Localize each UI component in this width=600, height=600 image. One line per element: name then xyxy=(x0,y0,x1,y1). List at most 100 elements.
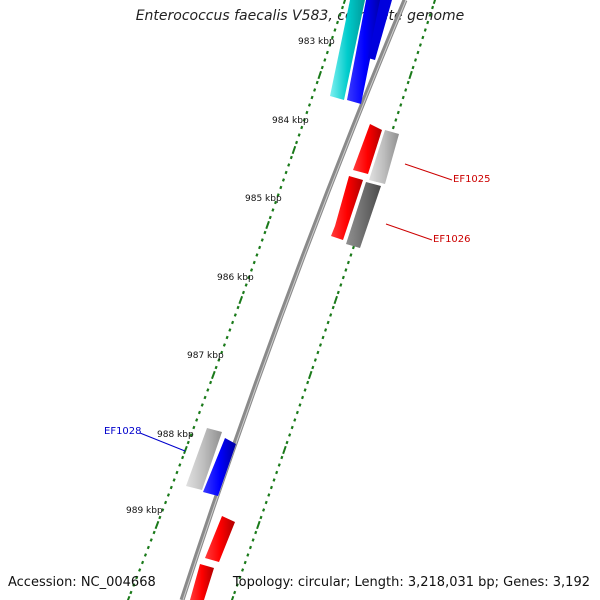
tick-mark xyxy=(277,463,281,467)
tick-mark xyxy=(164,500,168,505)
tick-mark xyxy=(335,20,339,25)
tick-mark xyxy=(256,520,261,530)
gene-red-ef1026a[interactable] xyxy=(331,176,363,240)
tick-mark xyxy=(316,350,320,355)
tick-mark xyxy=(394,118,398,122)
tick-mark xyxy=(138,568,142,572)
tick-mark xyxy=(262,508,266,512)
tick-mark xyxy=(285,440,289,445)
tick-mark xyxy=(175,470,179,475)
tick-mark xyxy=(282,445,287,455)
tick-mark xyxy=(305,110,309,115)
tick-mark xyxy=(267,493,271,497)
tick-mark xyxy=(396,110,400,115)
tick-mark xyxy=(306,380,310,385)
tick-mark xyxy=(236,305,240,310)
tick-mark xyxy=(181,455,185,460)
tick-mark xyxy=(293,418,297,422)
gene-red-bottom-1[interactable] xyxy=(205,516,235,562)
tick-label-984: 984 kbp xyxy=(272,116,309,126)
tick-mark xyxy=(269,485,273,490)
tick-mark xyxy=(290,425,294,430)
tick-mark xyxy=(259,515,263,520)
tick-label-985: 985 kbp xyxy=(245,194,282,204)
tick-mark xyxy=(244,283,248,287)
tick-mark xyxy=(241,568,245,572)
tick-mark xyxy=(279,185,283,190)
tick-mark xyxy=(183,445,188,455)
tick-mark xyxy=(214,365,218,370)
tick-mark xyxy=(158,515,162,520)
tick-mark xyxy=(339,283,343,287)
tick-mark xyxy=(431,5,435,10)
tick-mark xyxy=(272,478,276,482)
tick-mark xyxy=(297,133,301,137)
tick-mark xyxy=(399,103,403,107)
tick-mark xyxy=(161,508,165,512)
gene-red-bottom-2[interactable] xyxy=(190,564,214,600)
tick-mark xyxy=(401,95,405,100)
tick-mark xyxy=(342,0,347,5)
tick-mark xyxy=(263,230,267,235)
tick-mark xyxy=(413,58,418,62)
tick-mark xyxy=(318,343,322,347)
tick-mark xyxy=(300,125,304,130)
gene-label-ef1026[interactable]: EF1026 xyxy=(433,234,471,245)
tick-mark xyxy=(317,70,322,80)
tick-mark xyxy=(331,305,335,310)
gene-label-ef1025[interactable]: EF1025 xyxy=(453,174,491,185)
tick-mark xyxy=(288,433,292,437)
tick-mark xyxy=(250,268,254,272)
tick-mark xyxy=(149,538,153,542)
gene-blue-top[interactable] xyxy=(347,0,382,104)
tick-mark xyxy=(328,43,332,47)
tick-mark xyxy=(268,215,272,220)
tick-labels: 983 kbp 984 kbp 985 kbp 986 kbp 987 kbp … xyxy=(126,37,335,516)
tick-mark xyxy=(323,58,327,62)
tick-mark xyxy=(195,418,199,422)
tick-mark xyxy=(186,440,190,445)
tick-mark xyxy=(341,275,345,280)
genes xyxy=(186,0,399,600)
gene-cyan-top[interactable] xyxy=(330,0,365,100)
gene-gray-ef1027[interactable] xyxy=(186,428,222,490)
tick-mark xyxy=(228,328,232,332)
tick-mark xyxy=(247,275,251,280)
tick-mark xyxy=(274,200,278,205)
tick-mark xyxy=(289,155,293,160)
tick-mark xyxy=(338,13,342,17)
tick-mark xyxy=(287,163,291,167)
tick-mark xyxy=(246,553,250,557)
tick-mark xyxy=(166,493,170,497)
tick-mark xyxy=(220,350,224,355)
tick-mark xyxy=(178,463,182,467)
tick-mark xyxy=(411,65,415,70)
tick-mark xyxy=(276,193,280,197)
tick-mark xyxy=(231,320,235,325)
tick-mark xyxy=(421,35,425,40)
tick-mark xyxy=(423,28,427,32)
tick-mark xyxy=(211,370,216,380)
tick-mark xyxy=(233,313,237,317)
tick-mark xyxy=(280,455,284,460)
tick-mark xyxy=(238,295,244,305)
gene-gray-ef1025[interactable] xyxy=(369,130,399,184)
gene-blue-ef1028[interactable] xyxy=(203,438,236,496)
gene-red-ef1024[interactable] xyxy=(353,124,382,174)
tick-mark xyxy=(189,433,193,437)
tick-mark xyxy=(291,145,297,155)
tick-mark xyxy=(326,320,330,325)
gene-label-ef1028[interactable]: EF1028 xyxy=(104,426,142,437)
gene-gray-ef1026[interactable] xyxy=(346,182,381,248)
tick-mark xyxy=(298,403,302,407)
gene-labels: EF1025 EF1026 EF1028 xyxy=(104,174,491,437)
tick-mark xyxy=(222,343,226,347)
tick-track-inner xyxy=(126,0,347,600)
tick-mark xyxy=(295,410,299,415)
tick-mark xyxy=(225,335,229,340)
tick-mark xyxy=(248,545,253,550)
tick-mark xyxy=(135,575,139,580)
tick-mark xyxy=(258,245,262,250)
tick-mark xyxy=(333,295,338,305)
tick-mark xyxy=(243,560,247,565)
